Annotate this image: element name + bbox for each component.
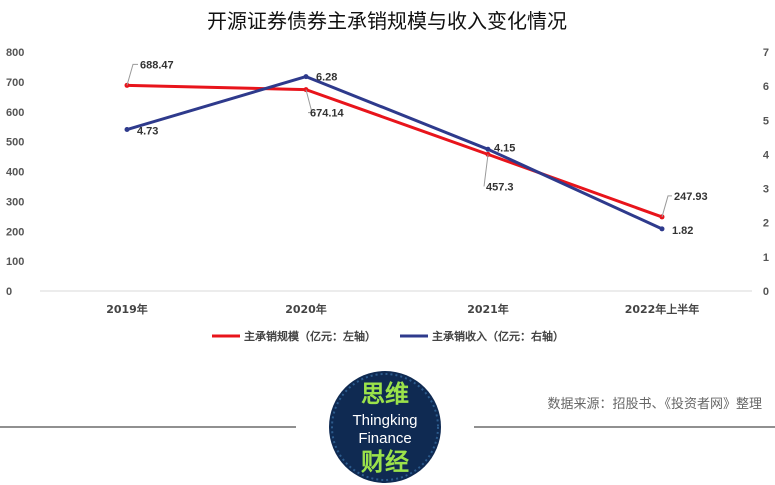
data-label-left: 688.47 [140, 59, 174, 71]
right-tick-label: 6 [763, 81, 769, 93]
series-line-right [126, 75, 663, 231]
category-label: 2021年 [467, 302, 509, 316]
data-label-right: 4.15 [494, 142, 515, 154]
logo-ring [331, 373, 439, 481]
left-tick-label: 800 [6, 47, 24, 59]
data-point-right [303, 74, 309, 80]
data-label-left: 674.14 [310, 108, 345, 120]
left-tick-label: 200 [6, 226, 24, 238]
data-point-right [659, 226, 665, 232]
legend-label-left: 主承销规模（亿元：左轴） [244, 329, 376, 343]
data-label-right: 6.28 [316, 72, 337, 84]
left-tick-label: 500 [6, 137, 24, 149]
right-tick-label: 0 [763, 286, 769, 298]
logo-text-bottom: 财经 [361, 448, 409, 476]
source-note: 数据来源：招股书、《投资者网》整理 [547, 396, 762, 412]
right-tick-label: 5 [763, 115, 769, 127]
right-tick-label: 3 [763, 184, 769, 196]
data-label-right: 4.73 [137, 126, 158, 138]
left-tick-label: 600 [6, 107, 24, 119]
leader-line [126, 63, 138, 86]
left-tick-label: 0 [6, 286, 12, 298]
data-label-left: 457.3 [486, 181, 514, 193]
legend: 主承销规模（亿元：左轴） 主承销收入（亿元：右轴） [212, 329, 564, 343]
leader-line [305, 89, 313, 114]
chart-title: 开源证券债券主承销规模与收入变化情况 [207, 9, 567, 33]
right-axis: 0 1 2 3 4 5 6 7 [763, 47, 770, 298]
leader-line [483, 154, 489, 187]
legend-label-right: 主承销收入（亿元：右轴） [432, 329, 564, 343]
logo-text-top: 思维 [361, 380, 409, 408]
data-label-left: 247.93 [674, 191, 708, 203]
x-axis: 2019年 2020年 2021年 2022年上半年 [106, 302, 699, 316]
category-label: 2019年 [106, 302, 148, 316]
category-label: 2022年上半年 [625, 302, 700, 316]
right-tick-label: 4 [763, 149, 770, 161]
right-tick-label: 1 [763, 252, 769, 264]
left-tick-label: 700 [6, 77, 24, 89]
logo-circle [329, 371, 441, 483]
left-tick-label: 400 [6, 167, 24, 179]
logo: 思维 Thingking Finance 财经 [329, 371, 441, 483]
left-tick-label: 300 [6, 196, 24, 208]
series-line-left [126, 83, 663, 219]
right-tick-label: 7 [763, 47, 769, 59]
left-tick-label: 100 [6, 256, 24, 268]
data-point-right [485, 146, 491, 152]
logo-text-finance: Finance [358, 430, 411, 447]
data-label-right: 1.82 [672, 225, 693, 237]
right-tick-label: 2 [763, 218, 769, 230]
logo-text-thingking: Thingking [352, 412, 417, 429]
category-label: 2020年 [285, 302, 327, 316]
left-axis: 0 100 200 300 400 500 600 700 800 [6, 47, 24, 298]
leader-line [661, 195, 672, 218]
plot-area: 688.47 674.14 457.3 247.93 4.73 6.28 4.15 1.82 [124, 59, 708, 237]
data-point-right [124, 127, 130, 133]
